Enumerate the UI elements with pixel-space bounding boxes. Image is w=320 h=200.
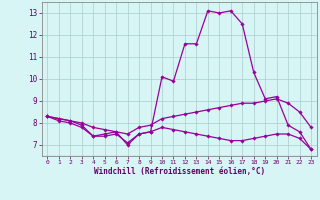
X-axis label: Windchill (Refroidissement éolien,°C): Windchill (Refroidissement éolien,°C) <box>94 167 265 176</box>
